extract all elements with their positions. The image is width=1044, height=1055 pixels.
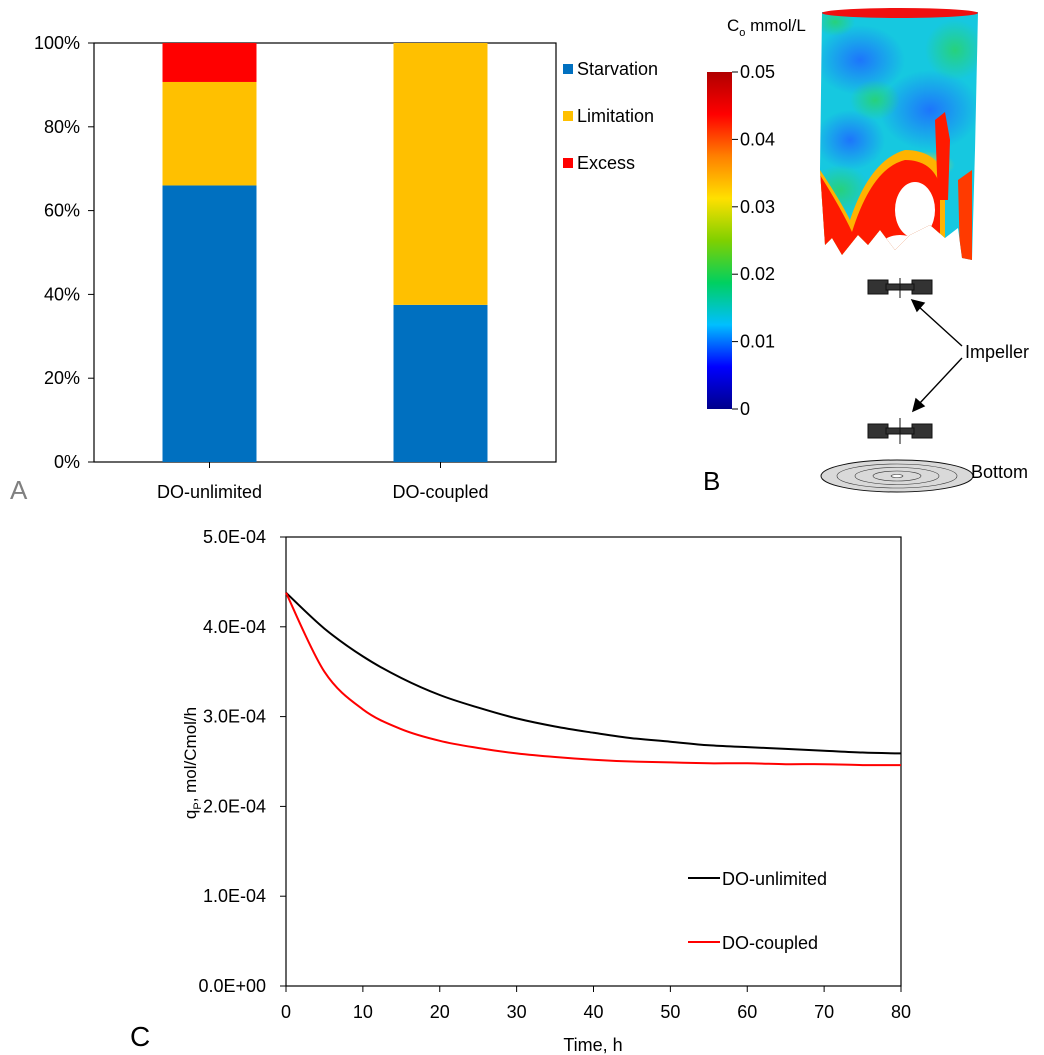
colorbar-tick-label: 0.04 bbox=[740, 129, 775, 149]
y-tick-label-a: 80% bbox=[44, 117, 80, 137]
colorbar-title-main: C bbox=[727, 16, 739, 35]
legend-label-c: DO-coupled bbox=[722, 933, 818, 953]
colorbar-title-sub: o bbox=[739, 27, 745, 39]
y-axis-title-rest: , mol/Cmol/h bbox=[181, 707, 200, 802]
series-line-do-coupled bbox=[285, 592, 902, 767]
bottom-label: Bottom bbox=[971, 462, 1028, 482]
legend-label-c: DO-unlimited bbox=[722, 869, 827, 889]
x-tick-label-c: 50 bbox=[660, 1002, 680, 1022]
y-axis-title-main: q bbox=[181, 810, 200, 819]
colorbar-tick-label: 0 bbox=[740, 399, 750, 419]
x-tick-label-a: DO-coupled bbox=[392, 482, 488, 502]
y-tick-label-a: 0% bbox=[54, 452, 80, 472]
reactor-contour bbox=[820, 12, 978, 260]
y-axis-a: 0% 20% 40% 60% 80% 100% bbox=[34, 33, 94, 472]
x-tick-label-c: 30 bbox=[507, 1002, 527, 1022]
legend-label-a: Starvation bbox=[577, 59, 658, 79]
legend-swatch-a bbox=[563, 158, 573, 168]
x-tick-label-c: 70 bbox=[814, 1002, 834, 1022]
y-tick-label-a: 60% bbox=[44, 201, 80, 221]
x-tick-label-c: 40 bbox=[583, 1002, 603, 1022]
x-axis-c: 0 10 20 30 40 50 60 70 80 bbox=[281, 986, 911, 1022]
bar-segment bbox=[393, 43, 488, 305]
legend-label-a: Limitation bbox=[577, 106, 654, 126]
x-tick-label-c: 10 bbox=[353, 1002, 373, 1022]
colorbar-title-unit: mmol/L bbox=[745, 16, 805, 35]
bar-segment bbox=[162, 81, 257, 186]
plot-frame-c bbox=[285, 536, 902, 987]
y-tick-label-c: 1.0E-04 bbox=[203, 886, 266, 906]
y-axis-c: 0.0E+00 1.0E-04 2.0E-04 3.0E-04 4.0E-04 5.0E-… bbox=[198, 527, 286, 996]
y-tick-label-c: 0.0E+00 bbox=[198, 976, 266, 996]
legend-swatch-a bbox=[563, 111, 573, 121]
impeller-label: Impeller bbox=[965, 342, 1029, 362]
y-tick-label-a: 40% bbox=[44, 284, 80, 304]
colorbar-tick-label: 0.05 bbox=[740, 62, 775, 82]
y-tick-label-c: 5.0E-04 bbox=[203, 527, 266, 547]
x-axis-a: DO-unlimited DO-coupled bbox=[157, 462, 489, 502]
y-axis-title-c: qP, mol/Cmol/h bbox=[181, 707, 204, 819]
panel-label-b: B bbox=[703, 466, 720, 496]
legend-a: Starvation Limitation Excess bbox=[563, 59, 658, 173]
colorbar-ticks: 0 0.01 0.02 0.03 0.04 0.05 bbox=[732, 62, 775, 419]
line-chart: 0.0E+00 1.0E-04 2.0E-04 3.0E-04 4.0E-04 5.0E-… bbox=[130, 527, 911, 1055]
colorbar-tick-label: 0.02 bbox=[740, 264, 775, 284]
reactor-top bbox=[822, 8, 978, 18]
colorbar bbox=[707, 72, 732, 409]
x-axis-title-c: Time, h bbox=[563, 1035, 622, 1055]
y-tick-label-c: 2.0E-04 bbox=[203, 796, 266, 816]
colorbar-title: Co mmol/L bbox=[727, 16, 806, 39]
y-tick-label-c: 4.0E-04 bbox=[203, 617, 266, 637]
colorbar-tick-label: 0.03 bbox=[740, 197, 775, 217]
panel-label-c: C bbox=[130, 1021, 150, 1052]
y-tick-label-a: 20% bbox=[44, 368, 80, 388]
legend-label-a: Excess bbox=[577, 153, 635, 173]
legend-swatch-a bbox=[563, 64, 573, 74]
bars-a bbox=[162, 43, 488, 462]
x-tick-label-c: 60 bbox=[737, 1002, 757, 1022]
x-tick-label-a: DO-unlimited bbox=[157, 482, 262, 502]
plot-frame-a bbox=[93, 42, 557, 463]
bar-segment bbox=[393, 304, 488, 462]
colorbar-tick-label: 0.01 bbox=[740, 332, 775, 352]
lower-impeller-icon bbox=[867, 418, 933, 444]
x-tick-label-c: 20 bbox=[430, 1002, 450, 1022]
concentration-contour: Co mmol/L 0 0.01 0.02 0.03 0.04 0.05 bbox=[703, 8, 1029, 496]
legend-c: DO-unlimited DO-coupled bbox=[688, 869, 827, 953]
bar-segment bbox=[162, 43, 257, 82]
reactor-bottom-icon bbox=[820, 459, 974, 493]
x-tick-label-c: 0 bbox=[281, 1002, 291, 1022]
y-axis-title-sub: P bbox=[192, 802, 204, 809]
stacked-bar-chart: 0% 20% 40% 60% 80% 100% DO-unlimited DO-couple… bbox=[10, 33, 658, 505]
bar-segment bbox=[162, 185, 257, 462]
upper-impeller-icon bbox=[867, 278, 933, 298]
series-line-do-unlimited bbox=[285, 591, 902, 755]
impeller-arrows bbox=[910, 298, 963, 413]
series-lines-c bbox=[285, 591, 902, 767]
panel-label-a: A bbox=[10, 475, 28, 505]
x-tick-label-c: 80 bbox=[891, 1002, 911, 1022]
y-tick-label-a: 100% bbox=[34, 33, 80, 53]
y-tick-label-c: 3.0E-04 bbox=[203, 707, 266, 727]
